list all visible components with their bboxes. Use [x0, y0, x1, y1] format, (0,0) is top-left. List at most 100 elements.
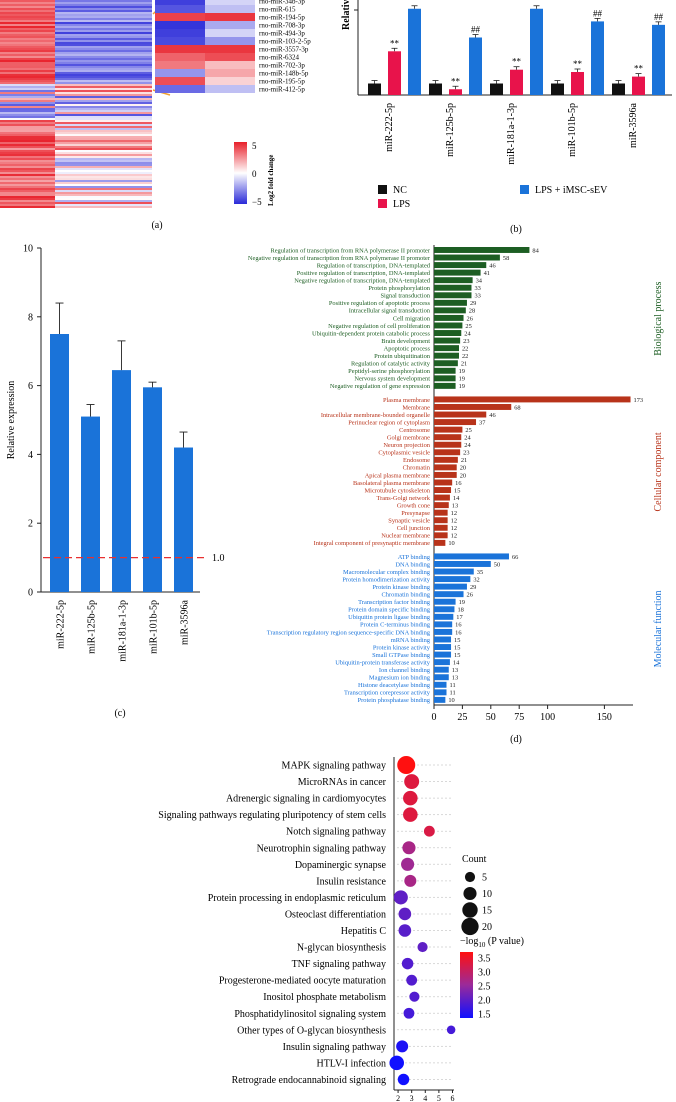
grid-dot	[429, 1045, 431, 1047]
bar-d	[434, 583, 467, 590]
grid-dot	[437, 946, 439, 948]
bar-c	[81, 416, 100, 592]
term-label-d: Synaptic vesicle	[388, 518, 430, 525]
grid-dot	[401, 979, 403, 981]
xtick-label-e: 4	[423, 1094, 427, 1102]
heatmap-cell	[0, 176, 55, 178]
category-label-b: miR-222-5p	[384, 103, 395, 152]
term-label-d: Intracellular signal transduction	[349, 308, 431, 315]
heatmap-cell	[55, 128, 152, 130]
heatmap-cell	[55, 184, 152, 186]
heatmap-cell	[55, 14, 152, 16]
grid-dot	[401, 830, 403, 832]
zoom-row-label: rno-miR-34b-3p	[259, 0, 305, 6]
bar-d	[434, 426, 463, 433]
grid-dot	[397, 913, 399, 915]
legend-b-lps-swatch	[378, 199, 387, 208]
term-label-d: Perinuclear region of cytoplasm	[348, 419, 430, 426]
grid-dot	[425, 764, 427, 766]
grid-dot	[445, 781, 447, 783]
heatmap-cell	[0, 144, 55, 146]
value-label-d: 11	[449, 682, 455, 689]
term-label-d: Negative regulation of cell proliferatio…	[328, 323, 431, 330]
heatmap-cell	[0, 66, 55, 68]
bar-d	[434, 553, 509, 560]
grid-dot	[425, 913, 427, 915]
heatmap-cell	[0, 46, 55, 48]
heatmap-cell	[55, 104, 152, 106]
bar-b-0	[490, 83, 503, 95]
grid-dot	[445, 946, 447, 948]
heatmap-cell	[55, 162, 152, 164]
bar-d	[434, 471, 457, 478]
value-label-d: 10	[448, 697, 454, 704]
heatmap-cell	[55, 194, 152, 196]
grid-dot	[405, 1062, 407, 1064]
value-label-d: 15	[454, 652, 460, 659]
heatmap-cell	[55, 10, 152, 12]
zoom-row-label: rno-miR-702-3p	[259, 62, 305, 70]
pathway-label: TNF signaling pathway	[292, 959, 386, 970]
value-label-d: 33	[474, 293, 480, 300]
zoom-row-label: rno-miR-6324	[259, 54, 300, 62]
grid-dot	[413, 1062, 415, 1064]
value-label-d: 16	[455, 629, 461, 636]
bar-b-0	[429, 83, 442, 95]
bar-d	[434, 322, 463, 329]
grid-dot	[397, 1012, 399, 1014]
term-label-d: Peptidyl-serine phosphorylation	[348, 368, 431, 375]
term-label-d: Brain development	[381, 338, 430, 345]
zoom-cell	[155, 45, 205, 53]
grid-dot	[437, 764, 439, 766]
bar-d	[434, 375, 456, 382]
grid-dot	[445, 930, 447, 931]
bar-d	[434, 330, 462, 336]
value-label-d: 26	[467, 592, 473, 599]
bar-d	[434, 651, 452, 658]
heatmap-cell	[0, 16, 55, 18]
heatmap-cell	[55, 116, 152, 118]
sig-mark-sev: ##	[654, 12, 664, 22]
grid-dot	[397, 781, 399, 783]
value-label-d: 33	[474, 285, 480, 292]
value-label-d: 28	[469, 308, 475, 315]
grid-dot	[421, 996, 423, 998]
heatmap-cell	[0, 148, 55, 150]
heatmap-cell	[55, 16, 152, 18]
heatmap-cell	[55, 110, 152, 112]
zoom-row-label: rno-miR-412-5p	[259, 86, 305, 94]
value-label-d: 29	[470, 300, 476, 307]
panel-e-bubbles	[389, 755, 456, 1086]
grid-dot	[429, 896, 431, 898]
bar-d	[434, 479, 453, 486]
grid-dot	[429, 1012, 431, 1014]
grid-dot	[437, 847, 439, 849]
bar-d	[434, 262, 487, 269]
grid-dot	[429, 930, 431, 931]
bar-d	[434, 674, 449, 681]
heatmap-cell	[0, 106, 55, 108]
sig-mark-lps: **	[390, 38, 400, 48]
xtick-label-d: 100	[540, 712, 555, 723]
bar-d	[434, 494, 450, 501]
bar-d	[434, 689, 447, 696]
heatmap-cell	[55, 156, 152, 158]
heatmap-cell	[55, 98, 152, 100]
zoom-cell	[155, 13, 205, 21]
heatmap-cell	[0, 8, 55, 10]
ytick-label-c: 0	[28, 588, 33, 599]
grid-dot	[397, 946, 399, 948]
term-label-d: Negative regulation of transcription, DN…	[294, 278, 431, 285]
heatmap-cell	[55, 196, 152, 198]
bar-d	[434, 591, 464, 598]
pathway-label: Phosphatidylinositol signaling system	[234, 1009, 386, 1020]
grid-dot	[429, 847, 431, 849]
term-label-d: Protein C-terminus binding	[360, 622, 431, 629]
grid-dot	[429, 764, 431, 766]
grid-dot	[409, 1045, 411, 1047]
value-label-d: 24	[464, 435, 471, 442]
term-label-d: Histone deacetylase binding	[358, 682, 431, 689]
heatmap-cell	[55, 174, 152, 176]
term-label-d: Protein phosphatase binding	[358, 697, 431, 704]
zoom-cell	[205, 5, 255, 13]
